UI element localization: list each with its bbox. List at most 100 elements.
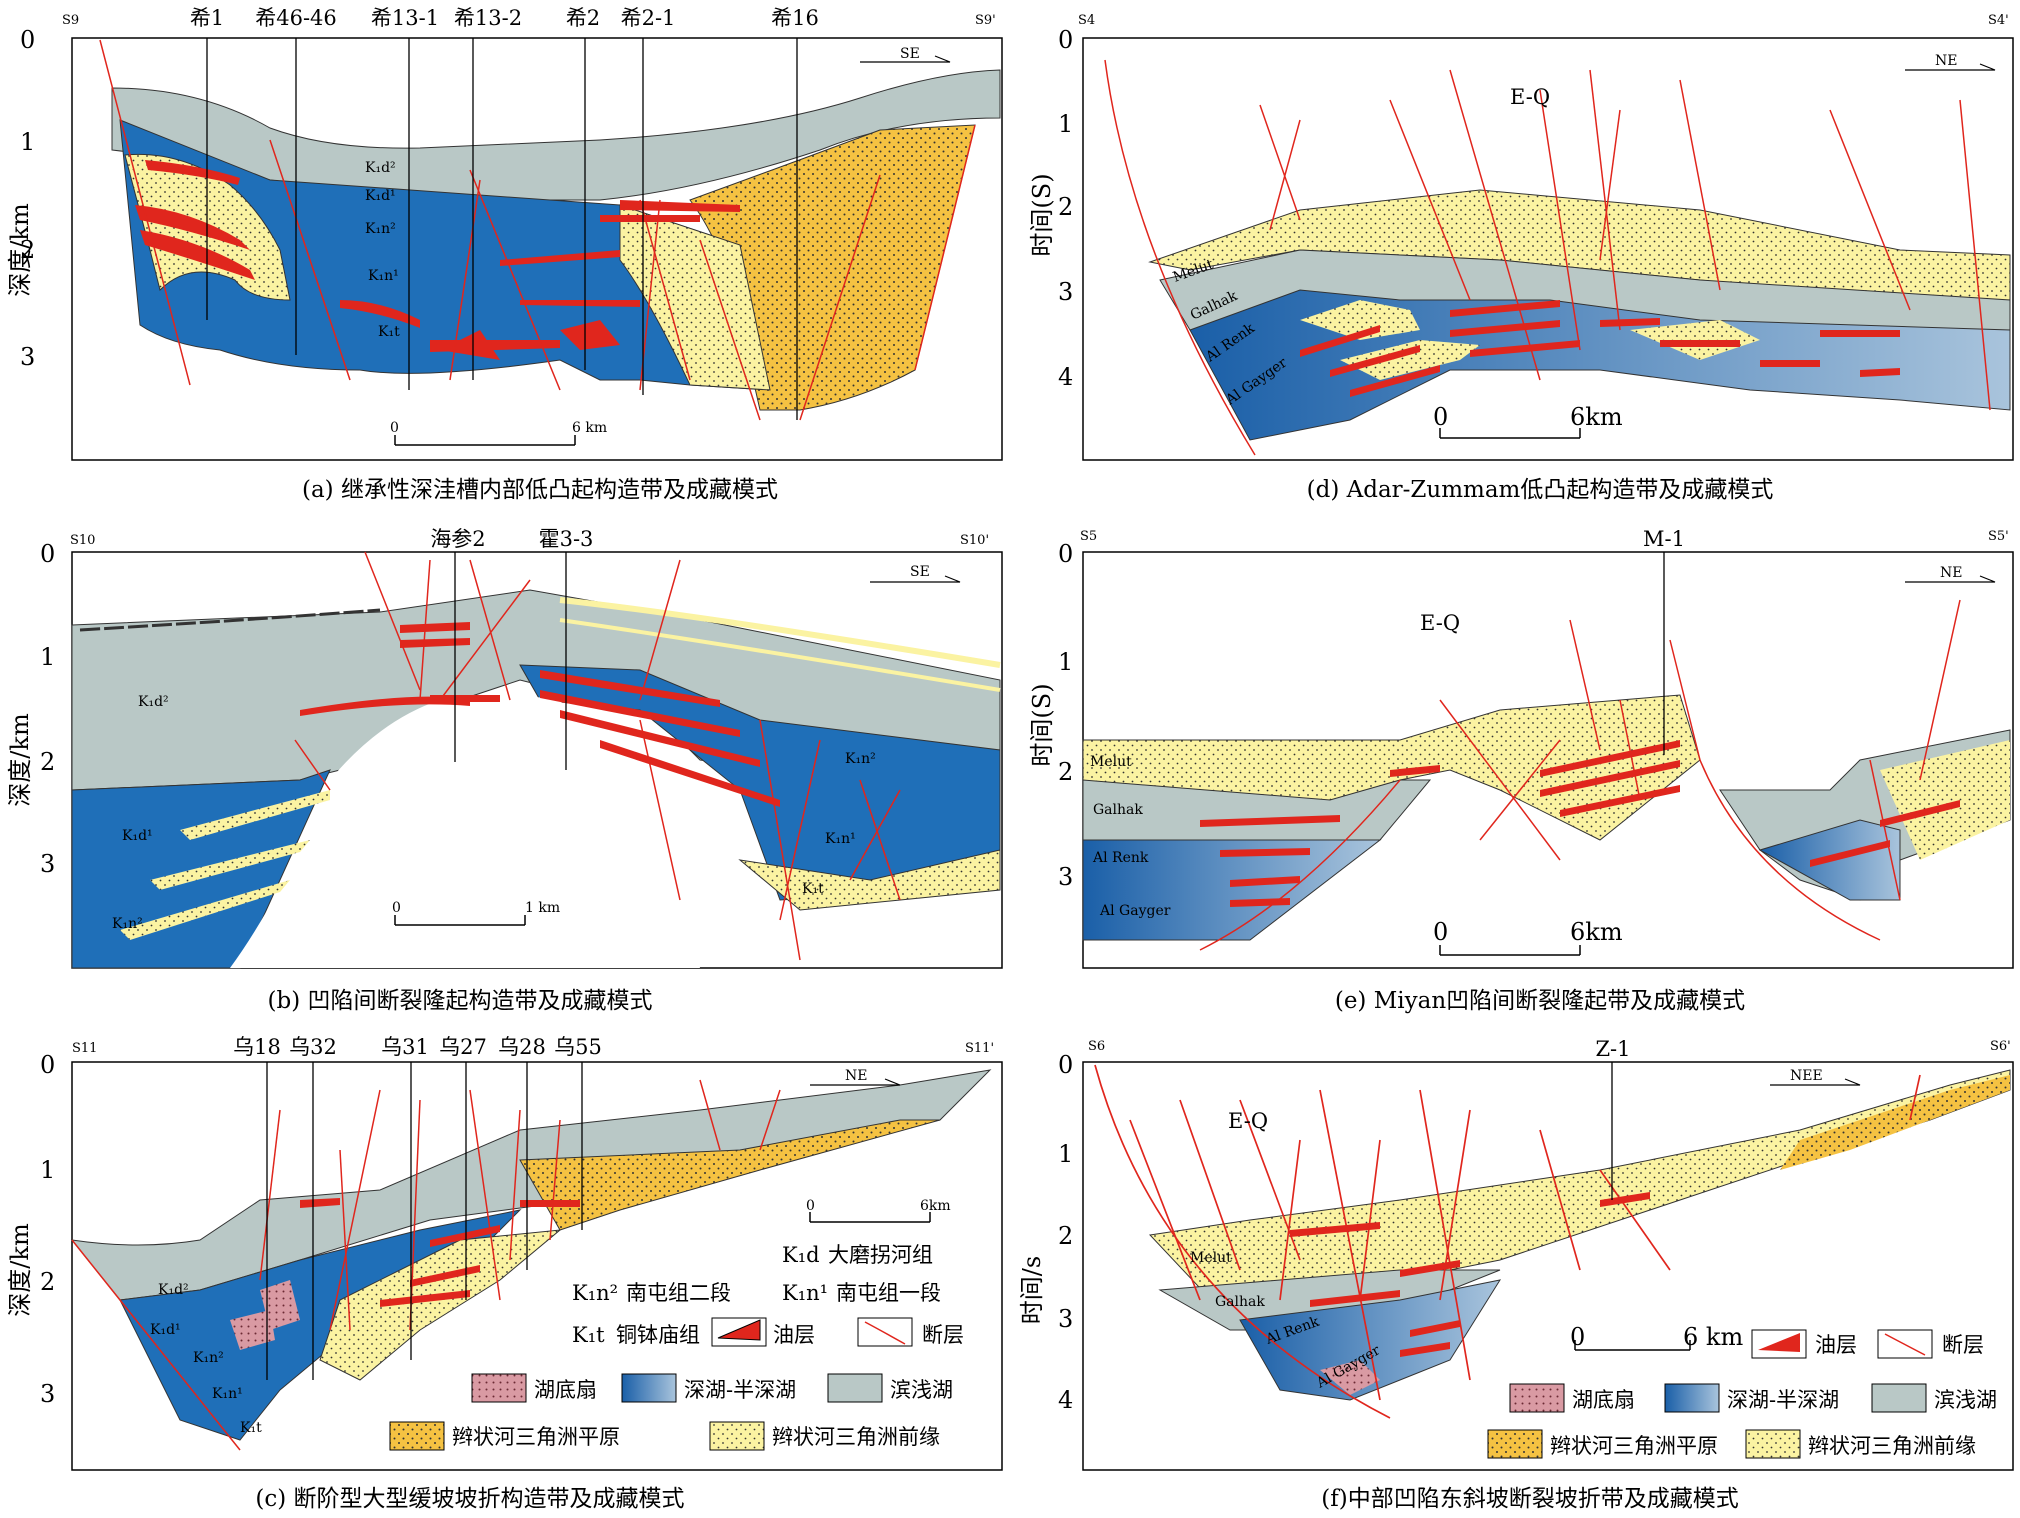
panel-c-unit-1: K₁d¹ <box>150 1322 181 1338</box>
panel-a-ytick-0: 0 <box>20 26 35 54</box>
panel-c-legend-fault: 断层 <box>922 1323 964 1347</box>
panel-f-unit-2: Galhak <box>1215 1294 1265 1310</box>
panel-f-ylabel: 时间/s <box>1018 1256 1046 1324</box>
panel-c-ylabel: 深度/km <box>6 1223 34 1317</box>
panel-b-scale-left: 0 <box>392 900 401 916</box>
panel-b-ytick-3: 3 <box>40 850 55 878</box>
panel-b-unit-2: K₁n² <box>112 916 143 932</box>
panel-e-well-0: M-1 <box>1643 527 1685 551</box>
panel-a-unit-4: K₁t <box>378 324 400 340</box>
panel-f-legend-deep-lake: 深湖-半深湖 <box>1727 1388 1839 1412</box>
panel-e-unit-3: Al Renk <box>1092 850 1149 866</box>
panel-c-legend-oil: 油层 <box>773 1323 815 1347</box>
panel-f-ytick-2: 2 <box>1058 1222 1073 1250</box>
panel-c-ytick-3: 3 <box>40 1380 55 1408</box>
panel-f-legend-delta-plain: 辫状河三角洲平原 <box>1550 1434 1718 1458</box>
panel-c-well-5: 乌55 <box>554 1035 602 1059</box>
panel-d-caption: (d) Adar-Zummam低凸起构造带及成藏模式 <box>1307 477 1774 503</box>
panel-a-unit-1: K₁d¹ <box>365 188 396 204</box>
panel-a-ylabel: 深度/km <box>6 203 34 297</box>
panel-f-direction-arrow <box>1770 1078 1861 1086</box>
panel-c-well-0: 乌18 <box>233 1035 281 1059</box>
panel-b-direction: SE <box>910 564 930 580</box>
panel-a-well-1: 希46-46 <box>255 6 337 30</box>
panel-d-scale-bar <box>1439 428 1581 439</box>
panel-f-caption: (f)中部凹陷东斜坡断裂坡折带及成藏模式 <box>1321 1486 1738 1512</box>
panel-c-legend-delta-plain: 辫状河三角洲平原 <box>452 1425 620 1449</box>
panel-a-section-right: S9' <box>975 13 996 28</box>
panel-c-well-4: 乌28 <box>498 1035 546 1059</box>
panel-c-well-3: 乌27 <box>439 1035 487 1059</box>
panel-b-ylabel: 深度/km <box>6 713 34 807</box>
panel-e-unit-2: Galhak <box>1093 802 1143 818</box>
panel-f-legend <box>1487 1329 1933 1459</box>
panel-b-unit-0: K₁d² <box>138 694 169 710</box>
panel-c-formation-code-3: K₁t <box>572 1323 605 1347</box>
panel-c-formation-code-2: K₁n¹ <box>782 1281 828 1305</box>
panel-e-ytick-2: 2 <box>1058 758 1073 786</box>
panel-e-scale-right: 6km <box>1570 918 1623 946</box>
panel-e-unit-1: Melut <box>1090 754 1132 770</box>
panel-c-scale-bar <box>809 1212 931 1223</box>
panel-c-direction-arrow <box>810 1078 901 1086</box>
panel-f-ytick-4: 4 <box>1058 1386 1073 1414</box>
panel-d-ytick-4: 4 <box>1058 363 1073 391</box>
panel-f-legend-shallow-lake: 滨浅湖 <box>1934 1388 1997 1412</box>
panel-c-well-2: 乌31 <box>381 1035 429 1059</box>
panel-e-ytick-3: 3 <box>1058 863 1073 891</box>
panel-c-legend-delta-front: 辫状河三角洲前缘 <box>772 1425 940 1449</box>
panel-c-unit-4: K₁t <box>240 1420 262 1436</box>
panel-c-direction: NE <box>845 1068 867 1084</box>
panel-e-scale-bar <box>1439 945 1581 956</box>
panel-e-unit-0: E-Q <box>1420 611 1460 635</box>
panel-a-scale-bar <box>394 435 576 446</box>
panel-c-caption: (c) 断阶型大型缓坡坡折构造带及成藏模式 <box>255 1486 684 1512</box>
panel-e-unit-4: Al Gayger <box>1099 903 1171 919</box>
panel-b-unit-1: K₁d¹ <box>122 828 153 844</box>
panel-a-well-5: 希2-1 <box>621 6 676 30</box>
panel-a-scale-right: 6 km <box>572 420 607 436</box>
panel-d-unit-0: E-Q <box>1510 85 1550 109</box>
panel-a-direction: SE <box>900 46 920 62</box>
panel-a-section-left: S9 <box>62 13 79 28</box>
panel-c-formation-name-2: 南屯组一段 <box>836 1281 941 1305</box>
panel-f-legend-delta-front: 辫状河三角洲前缘 <box>1808 1434 1976 1458</box>
panel-d <box>1082 37 2014 461</box>
panel-e-ytick-0: 0 <box>1058 540 1073 568</box>
panel-b-well-0: 海参2 <box>430 527 485 551</box>
panel-c-legend <box>389 1317 913 1451</box>
panel-a-ytick-2: 2 <box>20 236 35 264</box>
panel-a <box>71 37 1003 461</box>
panel-b-ytick-2: 2 <box>40 748 55 776</box>
panel-c-unit-2: K₁n² <box>193 1350 224 1366</box>
panel-c-scale-left: 0 <box>806 1198 815 1214</box>
panel-d-section-right: S4' <box>1988 13 2009 28</box>
panel-b-scale-bar <box>394 915 526 926</box>
panel-d-ytick-3: 3 <box>1058 278 1073 306</box>
panel-a-well-0: 希1 <box>190 6 224 30</box>
panel-e-ytick-1: 1 <box>1058 648 1073 676</box>
panel-c-scale-right: 6km <box>920 1198 951 1214</box>
panel-e-section-left: S5 <box>1080 529 1097 544</box>
panel-b-unit-5: K₁t <box>802 881 824 897</box>
panel-e-ylabel: 时间(S) <box>1028 683 1056 766</box>
panel-a-unit-3: K₁n¹ <box>368 268 399 284</box>
panel-f-unit-0: E-Q <box>1228 1109 1268 1133</box>
panel-f-section-right: S6' <box>1990 1039 2011 1054</box>
panel-e-scale-left: 0 <box>1433 918 1448 946</box>
panel-f-unit-1: Melut <box>1190 1250 1232 1266</box>
panel-d-scale-right: 6km <box>1570 403 1623 431</box>
panel-b-section-right: S10' <box>960 533 989 548</box>
panel-f <box>1082 1061 2014 1471</box>
panel-f-ytick-3: 3 <box>1058 1305 1073 1333</box>
panel-b-well-1: 霍3-3 <box>539 527 594 551</box>
panel-c-ytick-2: 2 <box>40 1268 55 1296</box>
panel-c-formation-code-0: K₁d <box>782 1243 820 1267</box>
panel-a-unit-2: K₁n² <box>365 221 396 237</box>
panel-b-section-left: S10 <box>70 533 95 548</box>
panel-b-scale-right: 1 km <box>525 900 560 916</box>
panel-c-legend-shallow-lake: 滨浅湖 <box>890 1378 953 1402</box>
panel-c-ytick-0: 0 <box>40 1051 55 1079</box>
panel-a-direction-arrow <box>860 55 951 63</box>
